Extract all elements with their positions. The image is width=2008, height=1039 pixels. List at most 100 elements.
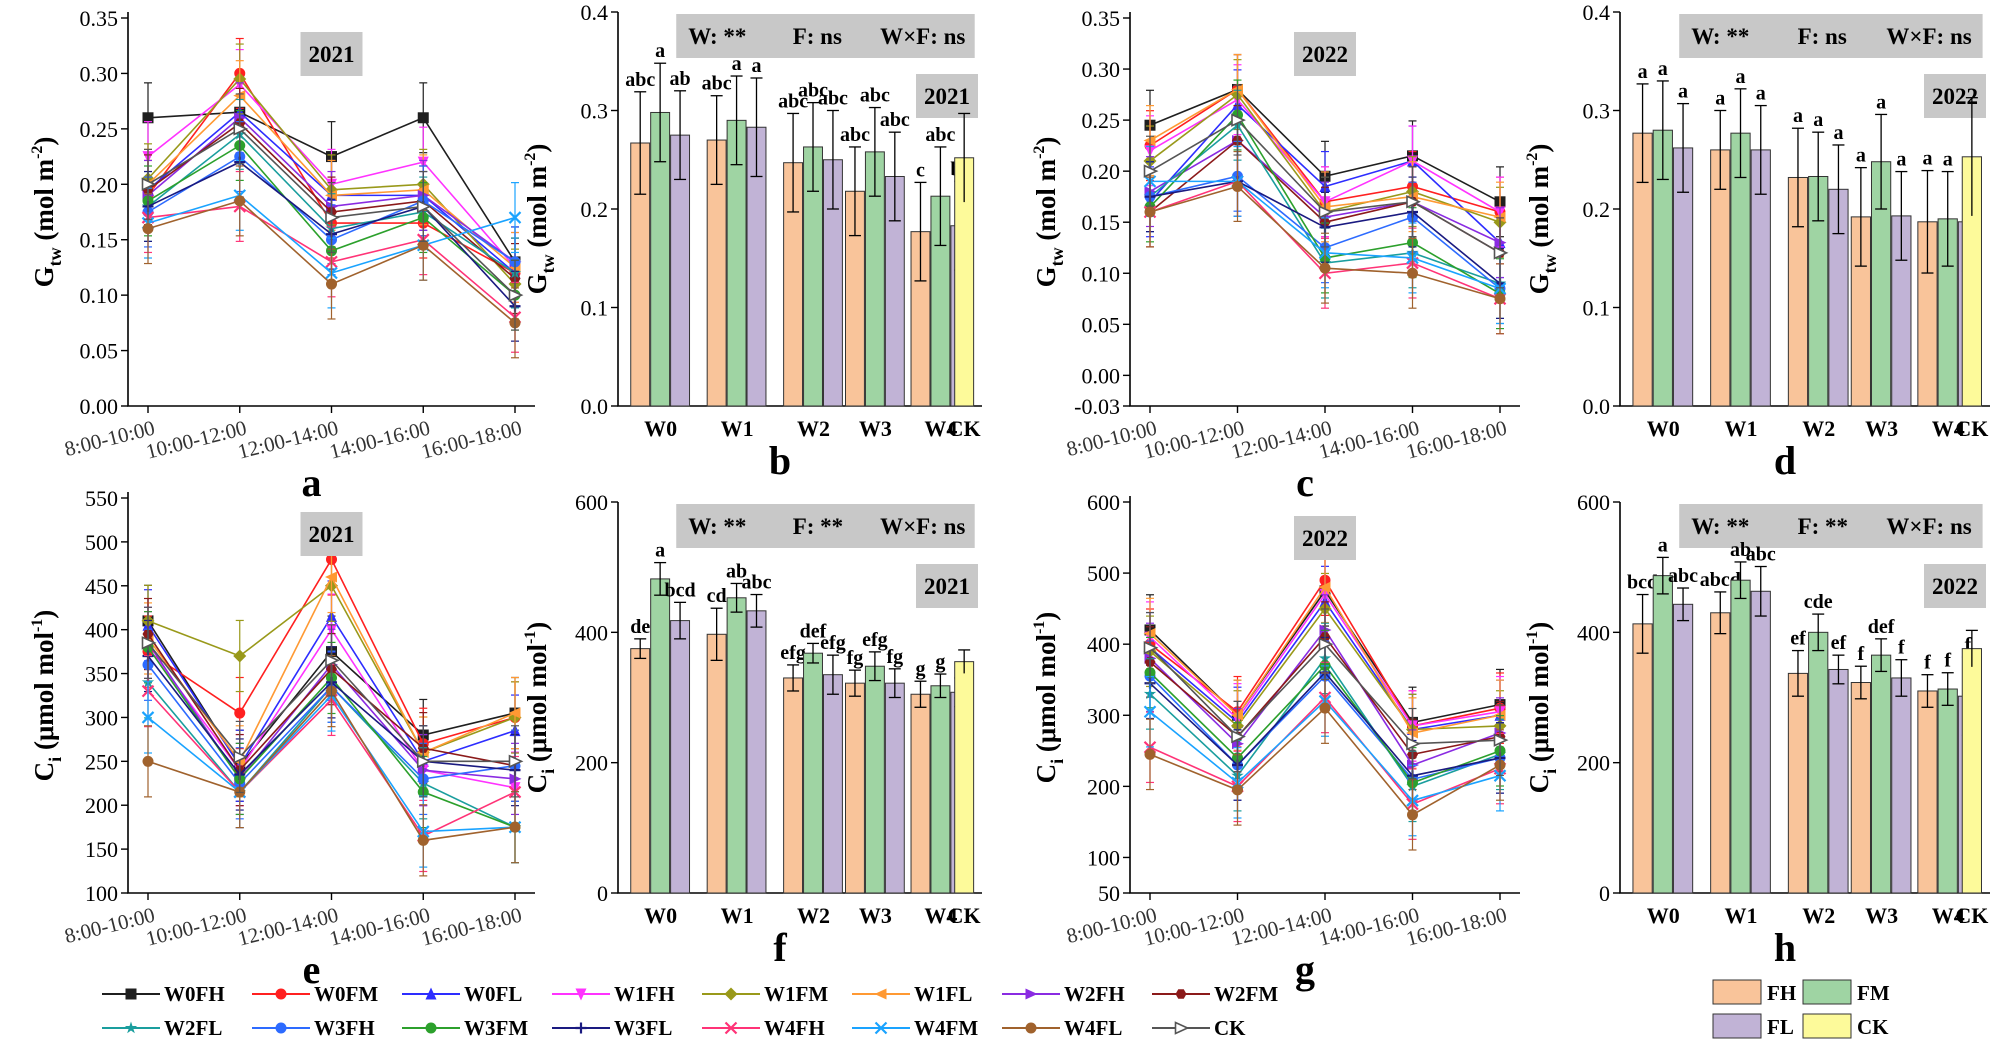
- x-tick-label: W2: [797, 903, 830, 928]
- legend-label: CK: [1214, 1016, 1246, 1039]
- year-badge-label: 2022: [1302, 42, 1348, 67]
- panel-letter: f: [773, 925, 787, 970]
- legend-label: W1FH: [614, 982, 675, 1006]
- x-tick-label: CK: [948, 416, 981, 441]
- x-tick-label: 10:00-12:00: [144, 416, 249, 464]
- bar-legend: FH FM FL CK: [1712, 979, 1890, 1039]
- significance-letter: abc: [840, 124, 870, 146]
- year-badge: [1294, 516, 1356, 560]
- x-tick-label: W2: [797, 416, 830, 441]
- legend-marker: [874, 988, 887, 1000]
- bar-ck: [954, 661, 975, 894]
- year-badge-label: 2022: [1302, 526, 1348, 551]
- significance-letter: def: [800, 620, 827, 642]
- stat-fertilizer: F: ns: [793, 24, 842, 49]
- data-point: [1144, 206, 1156, 218]
- legend-marker: [724, 987, 738, 1001]
- y-axis-label-part: -2: [1031, 146, 1048, 159]
- x-tick-label: CK: [948, 903, 981, 928]
- significance-letter: ef: [1790, 628, 1806, 650]
- significance-letter: a: [1793, 105, 1803, 127]
- y-axis-label: Ci (μmol mol-1): [522, 622, 558, 794]
- y-tick-label: 0.4: [581, 0, 609, 25]
- y-tick-label: 400: [1087, 632, 1120, 657]
- y-tick-label: 300: [1087, 703, 1120, 728]
- significance-letter: f: [1858, 643, 1865, 665]
- series-w4fl: [1144, 672, 1506, 851]
- data-point: [417, 239, 429, 251]
- x-tick-label: W3: [1865, 903, 1898, 928]
- y-axis-label-part: -1: [522, 631, 539, 644]
- y-axis-label: Gtw (mol m-2): [1524, 144, 1560, 295]
- bar-group-w3: a a a: [1850, 91, 1912, 407]
- stat-interaction: W×F: ns: [1886, 514, 1971, 539]
- data-point: [234, 707, 246, 719]
- y-axis-label-part: i: [45, 757, 65, 762]
- series-legend: W0FH W0FM W0FL W1FH W1FM W1FL W2FH W2FM W2FL W3FH…: [102, 982, 1278, 1039]
- y-tick-label: 50: [1098, 881, 1120, 906]
- y-tick-label: 0.10: [1082, 261, 1121, 286]
- significance-letter: a: [1658, 534, 1668, 556]
- legend-label: FH: [1767, 981, 1796, 1005]
- y-axis-label-part: -1: [1524, 631, 1541, 644]
- significance-letter: g: [915, 658, 925, 680]
- legend-label: W3FH: [314, 1016, 375, 1039]
- bar: [822, 674, 843, 894]
- y-tick-label: 0: [1599, 881, 1610, 906]
- legend-swatch: [1802, 979, 1852, 1005]
- y-tick-label: 450: [85, 574, 118, 599]
- significance-letter: ef: [1831, 632, 1847, 654]
- significance-letter: cde: [1804, 591, 1833, 613]
- significance-letter: abc: [742, 572, 772, 594]
- significance-letter: abc: [818, 88, 848, 110]
- y-axis-label: Gtw (mol m-2): [1031, 137, 1067, 288]
- y-axis-label: Ci (μmol mol-1): [29, 610, 65, 782]
- year-badge: [1294, 32, 1356, 76]
- year-badge: [1924, 564, 1986, 608]
- y-axis-label-part: (mol m: [1524, 165, 1554, 254]
- significance-letter: cd: [707, 585, 727, 607]
- x-tick-label: W0: [644, 903, 677, 928]
- legend-label: W4FH: [764, 1016, 825, 1039]
- year-badge-label: 2022: [1932, 84, 1978, 109]
- significance-letter: abc: [778, 90, 808, 112]
- significance-letter: a: [1658, 58, 1668, 80]
- bar-ck: [1961, 648, 1982, 894]
- data-point: [1232, 784, 1243, 796]
- bar: [1787, 672, 1809, 894]
- stat-water: W: **: [1691, 514, 1749, 539]
- y-tick-label: 0.4: [1583, 0, 1611, 25]
- legend-label: W4FM: [914, 1016, 978, 1039]
- y-axis-label-part: (mol m: [29, 158, 59, 247]
- data-point: [1143, 705, 1157, 718]
- year-badge-label: 2021: [924, 574, 970, 599]
- stat-interaction: W×F: ns: [1886, 24, 1971, 49]
- legend-item-ck: CK: [1152, 1016, 1246, 1039]
- x-tick-label: W3: [1865, 416, 1898, 441]
- year-badge-label: 2022: [1932, 574, 1978, 599]
- y-axis-label-part: -1: [1031, 621, 1048, 634]
- significance-letter: bcd: [1627, 572, 1658, 594]
- bar: [1891, 677, 1912, 894]
- significance-letter: a: [1756, 83, 1766, 105]
- bar: [1808, 631, 1829, 894]
- stat-water: W: **: [688, 514, 746, 539]
- x-tick-label: CK: [1955, 416, 1988, 441]
- y-tick-label: 200: [575, 751, 608, 776]
- legend-label: W1FL: [914, 982, 972, 1006]
- y-tick-label: 0.30: [80, 61, 119, 86]
- y-tick-label: 400: [575, 620, 608, 645]
- bar: [726, 597, 747, 894]
- stat-fertilizer: F: **: [793, 514, 843, 539]
- legend-item-w4fm: W4FM: [852, 1016, 978, 1039]
- legend-item-w3fm: W3FM: [402, 1016, 528, 1039]
- bar-legend-item-fl: FL: [1712, 1013, 1794, 1039]
- y-tick-label: 350: [85, 662, 118, 687]
- significance-letter: a: [1856, 145, 1866, 167]
- significance-letter: fg: [886, 646, 903, 668]
- y-tick-label: 0: [597, 881, 608, 906]
- y-tick-label: 0.35: [1082, 6, 1121, 31]
- legend-item-w3fh: W3FH: [252, 1016, 375, 1039]
